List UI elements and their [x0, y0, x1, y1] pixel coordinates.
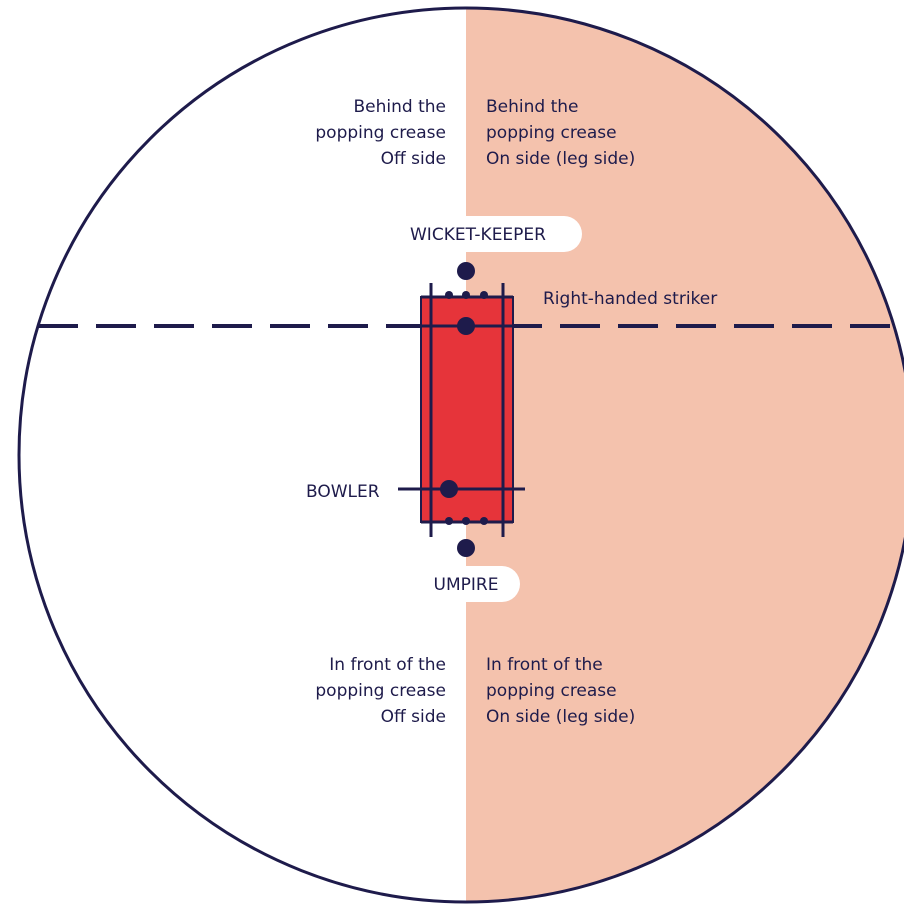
- zone-behind-off-line2: popping crease: [315, 123, 446, 143]
- zone-behind-off-line3: Off side: [381, 149, 446, 169]
- zone-behind-on-line1: Behind the: [486, 97, 579, 117]
- player-markers: [440, 262, 475, 557]
- striker-marker: [457, 317, 475, 335]
- top-stump: [462, 291, 470, 299]
- zone-behind-off-line1: Behind the: [354, 97, 447, 117]
- top-stump: [445, 291, 453, 299]
- umpire-badge: [413, 566, 520, 602]
- zone-front-off-line3: Off side: [381, 707, 446, 727]
- wicket-keeper-marker: [457, 262, 475, 280]
- zone-front-off-line2: popping crease: [315, 681, 446, 701]
- zone-behind-on-line3: On side (leg side): [486, 149, 635, 169]
- top-stump: [480, 291, 488, 299]
- stumps: [445, 291, 488, 525]
- bottom-stump: [445, 517, 453, 525]
- field-boundary: [17, 6, 904, 904]
- zone-behind-on-line2: popping crease: [486, 123, 617, 143]
- bottom-stump: [462, 517, 470, 525]
- umpire-label: UMPIRE: [434, 575, 499, 595]
- zone-front-on-line3: On side (leg side): [486, 707, 635, 727]
- bowler-marker: [440, 480, 458, 498]
- bottom-stump: [480, 517, 488, 525]
- striker-label: Right-handed striker: [543, 289, 717, 309]
- zone-front-off-line1: In front of the: [329, 655, 446, 675]
- wicket-keeper-badge: [375, 216, 582, 252]
- umpire-marker: [457, 539, 475, 557]
- zone-front-on-line2: popping crease: [486, 681, 617, 701]
- wicket-keeper-label: WICKET-KEEPER: [410, 225, 546, 245]
- zone-front-on-line1: In front of the: [486, 655, 603, 675]
- bowler-label: BOWLER: [306, 482, 380, 502]
